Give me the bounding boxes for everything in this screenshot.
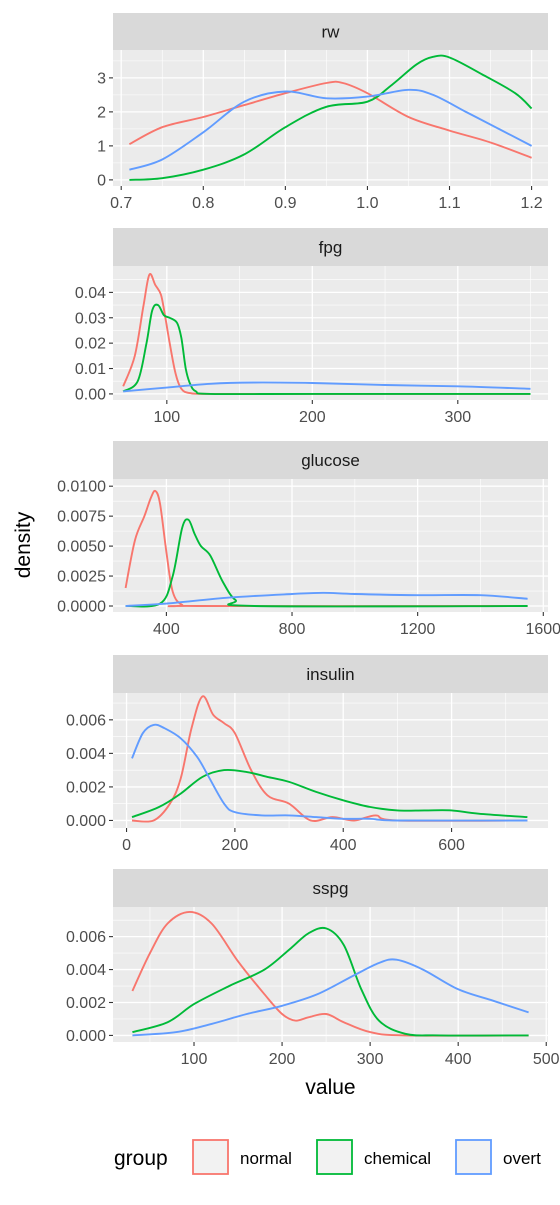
y-tick-label: 0.000 — [66, 813, 106, 830]
y-tick-label: 0.006 — [66, 929, 106, 946]
density-curves — [122, 272, 531, 396]
facet-panel-fpg: fpg 100 200 300 0.00 0.01 0.02 0.03 0.04 — [75, 228, 548, 426]
legend-item-normal: normal — [192, 1139, 292, 1175]
y-tick-label: 0.000 — [66, 1028, 106, 1045]
facet-panel-glucose: glucose 400 800 1200 1600 0.0000 0.0025 0.0050 0… — [57, 441, 560, 638]
density-line-overt — [132, 958, 529, 1037]
y-tick-label: 0.0025 — [57, 569, 106, 586]
y-tick-label: 0.004 — [66, 746, 106, 763]
y-tick-label: 0.002 — [66, 995, 106, 1012]
x-tick-label: 200 — [269, 1051, 296, 1068]
x-tick-label: 600 — [438, 837, 465, 854]
density-line-chemical — [122, 303, 531, 396]
y-tick-label: 0 — [97, 172, 106, 189]
x-tick-label: 200 — [222, 837, 249, 854]
y-tick-label: 0.0050 — [57, 539, 106, 556]
x-tick-label: 300 — [444, 409, 471, 426]
facet-strip — [113, 655, 548, 693]
x-tick-label: 400 — [153, 621, 180, 638]
density-curves — [131, 695, 528, 823]
density-curves — [128, 54, 533, 181]
x-tick-label: 400 — [330, 837, 357, 854]
x-tick-label: 0 — [122, 837, 131, 854]
legend: group normal chemical overt — [114, 1139, 541, 1175]
x-tick-label: 200 — [299, 409, 326, 426]
y-tick-label: 0.04 — [75, 285, 106, 302]
gridlines — [113, 50, 548, 186]
x-tick-label: 0.7 — [110, 195, 132, 212]
y-tick-label: 0.01 — [75, 361, 106, 378]
y-tick-label: 0.002 — [66, 779, 106, 796]
x-tick-label: 0.9 — [274, 195, 296, 212]
legend-key-normal — [192, 1139, 229, 1175]
legend-item-overt: overt — [455, 1139, 541, 1175]
legend-key-overt — [455, 1139, 492, 1175]
facet-strip-label: insulin — [306, 665, 354, 684]
density-line-normal — [131, 910, 529, 1037]
y-tick-label: 0.02 — [75, 336, 106, 353]
gridlines — [113, 266, 548, 400]
y-tick-label: 0.0075 — [57, 509, 106, 526]
legend-label-chemical: chemical — [364, 1149, 431, 1168]
facet-panel-sspg: sspg 100 200 300 400 500 0.000 0.002 0.004 0.006 — [66, 869, 560, 1068]
density-line-overt — [125, 591, 528, 607]
x-tick-label: 1.0 — [356, 195, 378, 212]
legend-title: group — [114, 1147, 168, 1170]
y-tick-label: 0.03 — [75, 310, 106, 327]
density-curves — [124, 489, 528, 608]
density-line-chemical — [125, 518, 528, 608]
x-tick-label: 300 — [357, 1051, 384, 1068]
y-tick-label: 1 — [97, 138, 106, 155]
facet-strip — [113, 228, 548, 266]
x-tick-label: 1.1 — [438, 195, 460, 212]
plot-background — [113, 907, 548, 1042]
facet-strip-label: rw — [322, 23, 341, 42]
x-tick-label: 0.8 — [192, 195, 214, 212]
density-line-chemical — [131, 768, 528, 819]
plot-background — [113, 693, 548, 828]
facet-strip-label: sspg — [313, 879, 349, 898]
x-axis-title: value — [305, 1076, 355, 1099]
facet-strip — [113, 13, 548, 50]
y-tick-label: 3 — [97, 70, 106, 87]
x-tick-label: 100 — [153, 409, 180, 426]
facet-panel-rw: rw 0.7 0.8 0.9 1.0 1.1 1.2 0 1 2 3 — [97, 13, 548, 212]
plot-background — [113, 266, 548, 400]
density-line-overt — [129, 88, 533, 171]
facet-strip — [113, 441, 548, 479]
density-line-normal — [124, 489, 528, 608]
legend-label-normal: normal — [240, 1149, 292, 1168]
facet-strip-label: fpg — [319, 238, 343, 257]
legend-label-overt: overt — [503, 1149, 541, 1168]
gridlines — [113, 907, 548, 1042]
x-tick-label: 400 — [445, 1051, 472, 1068]
density-line-overt — [131, 723, 528, 822]
x-tick-label: 800 — [279, 621, 306, 638]
y-tick-label: 2 — [97, 104, 106, 121]
facet-strip — [113, 869, 548, 907]
x-tick-label: 1600 — [525, 621, 560, 638]
facet-strip-label: glucose — [301, 451, 360, 470]
plot-background — [113, 50, 548, 186]
y-tick-label: 0.006 — [66, 712, 106, 729]
density-line-chemical — [132, 926, 529, 1037]
x-tick-label: 1.2 — [520, 195, 542, 212]
x-tick-label: 100 — [181, 1051, 208, 1068]
gridlines — [113, 479, 548, 612]
y-tick-label: 0.004 — [66, 962, 106, 979]
legend-item-chemical: chemical — [316, 1139, 431, 1175]
y-tick-label: 0.0000 — [57, 599, 106, 616]
facet-panel-insulin: insulin 0 200 400 600 0.000 0.002 0.004 0.006 — [66, 655, 548, 854]
y-tick-label: 0.00 — [75, 386, 106, 403]
legend-key-chemical — [316, 1139, 353, 1175]
x-tick-label: 500 — [533, 1051, 560, 1068]
density-line-normal — [128, 80, 532, 159]
x-tick-label: 1200 — [400, 621, 436, 638]
y-axis-title: density — [12, 511, 35, 578]
density-curves — [131, 910, 529, 1037]
y-tick-label: 0.0100 — [57, 479, 106, 496]
density-line-overt — [123, 381, 531, 393]
